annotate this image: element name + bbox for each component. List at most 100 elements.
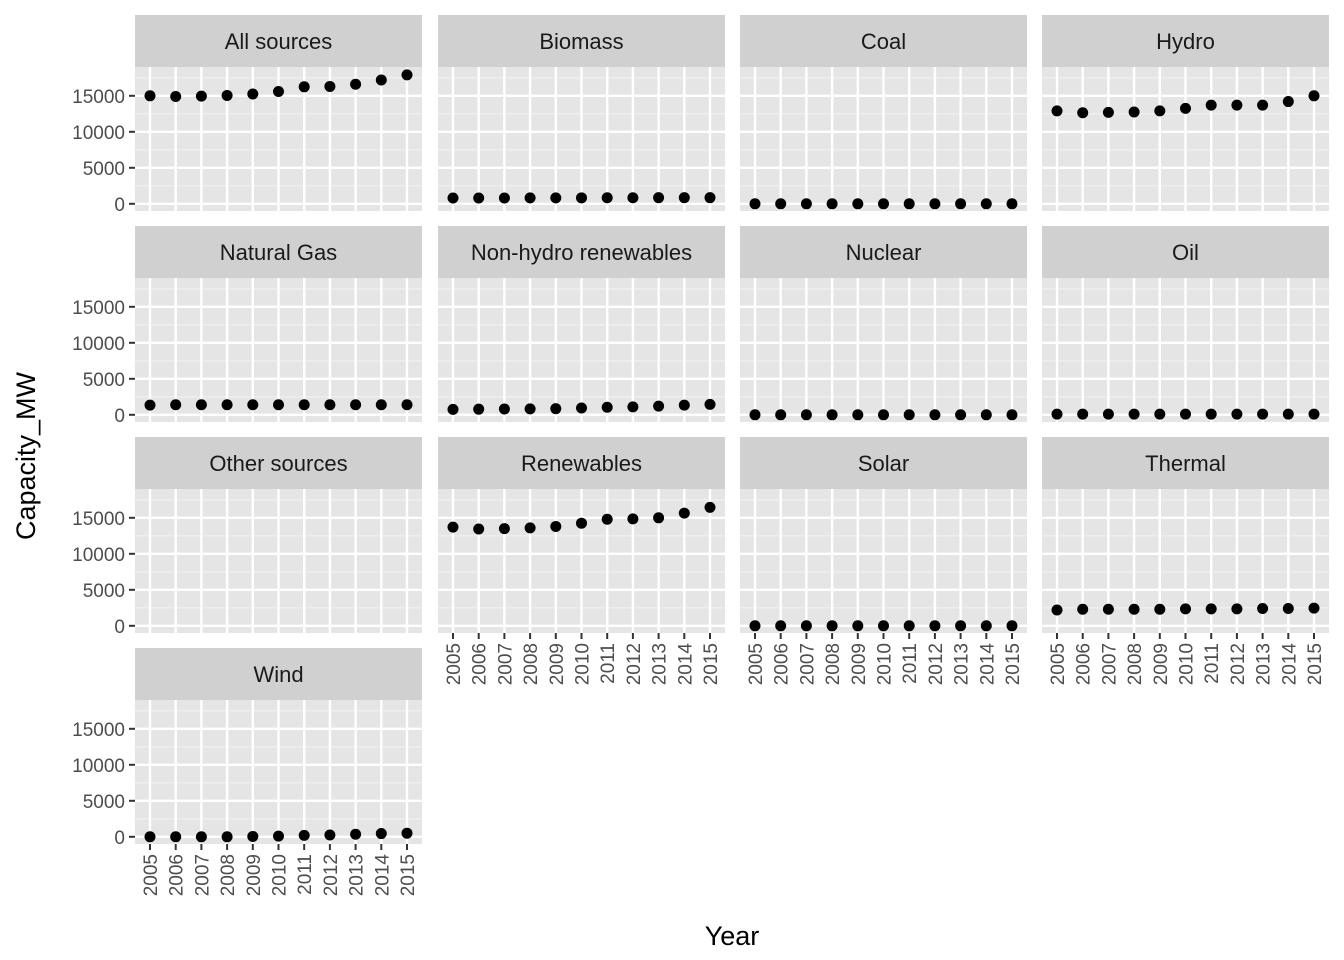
data-point bbox=[273, 830, 284, 842]
x-tick-label: 2009 bbox=[1151, 643, 1172, 685]
data-point bbox=[1051, 408, 1063, 420]
facet-strip bbox=[438, 437, 725, 489]
facet-strip bbox=[135, 15, 422, 67]
y-tick-label: 5000 bbox=[83, 159, 125, 180]
data-point bbox=[576, 517, 587, 529]
facet-panel: Non-hydro renewables bbox=[438, 226, 725, 422]
x-tick-label: 2009 bbox=[244, 854, 265, 896]
facet-strip-label: Biomass bbox=[539, 29, 623, 54]
facet-strip-label: Nuclear bbox=[846, 240, 922, 265]
y-tick-label: 10000 bbox=[72, 123, 125, 144]
facet-strip-label: Non-hydro renewables bbox=[471, 240, 692, 265]
facet-panel: Oil bbox=[1042, 226, 1329, 422]
data-point bbox=[298, 399, 310, 411]
facet-strip bbox=[740, 437, 1027, 489]
x-tick-label: 2014 bbox=[372, 854, 393, 897]
data-point bbox=[170, 91, 182, 103]
x-tick-label: 2012 bbox=[321, 854, 342, 896]
facet-strip bbox=[135, 226, 422, 278]
facet-panels: All sources 0 5000 10000 15000 Biomass Coal Hyd… bbox=[72, 15, 1329, 896]
x-tick-label: 2005 bbox=[444, 643, 465, 685]
x-tick-label: 2007 bbox=[192, 854, 213, 896]
data-point bbox=[852, 198, 864, 210]
facet-panel: All sources 0 5000 10000 15000 bbox=[72, 15, 422, 216]
data-point bbox=[1282, 603, 1294, 615]
data-point bbox=[221, 89, 233, 101]
x-tick-label: 2006 bbox=[1074, 643, 1095, 685]
data-point bbox=[350, 78, 362, 90]
data-point bbox=[401, 69, 413, 81]
x-tick-label: 2005 bbox=[1048, 643, 1069, 685]
data-point bbox=[1051, 604, 1063, 616]
data-point bbox=[627, 192, 639, 204]
data-point bbox=[1006, 198, 1018, 210]
x-tick-label: 2013 bbox=[952, 643, 973, 685]
data-point bbox=[498, 523, 510, 535]
data-point bbox=[678, 399, 690, 411]
data-point bbox=[1102, 408, 1114, 420]
x-tick-label: 2015 bbox=[701, 643, 722, 685]
data-point bbox=[524, 192, 536, 204]
x-tick-label: 2014 bbox=[1279, 643, 1300, 686]
data-point bbox=[1308, 408, 1320, 420]
data-point bbox=[1128, 408, 1140, 420]
data-point bbox=[375, 828, 387, 840]
facet-panel: Nuclear bbox=[740, 226, 1027, 422]
data-point bbox=[1006, 409, 1018, 421]
data-point bbox=[980, 198, 992, 210]
x-tick-label: 2011 bbox=[598, 643, 619, 684]
data-point bbox=[473, 523, 485, 535]
y-tick-label: 0 bbox=[114, 828, 125, 849]
x-tick-label: 2006 bbox=[470, 643, 491, 685]
data-point bbox=[447, 403, 459, 415]
x-tick-label: 2015 bbox=[398, 854, 419, 896]
y-tick-label: 10000 bbox=[72, 756, 125, 777]
facet-strip bbox=[1042, 226, 1329, 278]
data-point bbox=[878, 198, 889, 210]
data-point bbox=[1077, 107, 1089, 119]
y-tick-label: 0 bbox=[114, 406, 125, 427]
data-point bbox=[1077, 408, 1089, 420]
data-point bbox=[170, 831, 182, 843]
facet-strip bbox=[1042, 15, 1329, 67]
data-point bbox=[775, 198, 787, 210]
facet-panel: Natural Gas 0 5000 10000 15000 bbox=[72, 226, 422, 427]
y-tick-label: 0 bbox=[114, 617, 125, 638]
facet-strip bbox=[740, 226, 1027, 278]
facet-strip bbox=[740, 15, 1027, 67]
data-point bbox=[749, 409, 761, 421]
data-point bbox=[1051, 105, 1063, 117]
x-tick-label: 2012 bbox=[624, 643, 645, 685]
x-tick-label: 2010 bbox=[270, 854, 291, 896]
data-point bbox=[1102, 106, 1114, 118]
x-tick-label: 2010 bbox=[573, 643, 594, 685]
data-point bbox=[447, 521, 459, 533]
x-tick-label: 2005 bbox=[141, 854, 162, 896]
y-tick-label: 0 bbox=[114, 195, 125, 216]
data-point bbox=[852, 620, 864, 632]
y-tick-label: 5000 bbox=[83, 370, 125, 391]
x-tick-label: 2014 bbox=[675, 643, 696, 686]
facet-strip-label: Renewables bbox=[521, 451, 642, 476]
data-point bbox=[1282, 408, 1294, 420]
x-tick-label: 2013 bbox=[1254, 643, 1275, 685]
data-point bbox=[401, 827, 413, 839]
facet-strip-label: Hydro bbox=[1156, 29, 1215, 54]
x-tick-label: 2005 bbox=[746, 643, 767, 685]
data-point bbox=[1231, 99, 1243, 111]
x-tick-label: 2011 bbox=[295, 854, 316, 895]
data-point bbox=[1154, 408, 1166, 420]
x-tick-label: 2008 bbox=[1125, 643, 1146, 685]
data-point bbox=[247, 830, 259, 842]
data-point bbox=[1308, 602, 1320, 614]
data-point bbox=[903, 409, 915, 421]
facet-strip-label: Wind bbox=[253, 662, 303, 687]
y-tick-label: 15000 bbox=[72, 509, 125, 530]
x-tick-label: 2012 bbox=[926, 643, 947, 685]
facet-panel: Coal bbox=[740, 15, 1027, 211]
data-point bbox=[1006, 620, 1018, 632]
data-point bbox=[980, 409, 992, 421]
y-tick-label: 10000 bbox=[72, 545, 125, 566]
